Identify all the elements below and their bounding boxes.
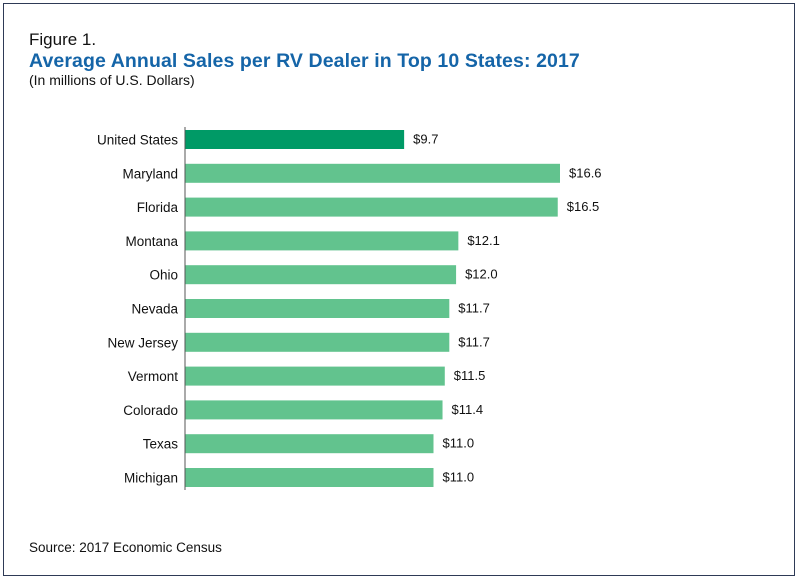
bar-maryland	[185, 163, 560, 183]
category-label-montana: Montana	[125, 234, 178, 249]
bar-nevada	[185, 299, 450, 318]
category-label-colorado: Colorado	[123, 403, 178, 418]
value-label-texas: $11.0	[442, 436, 474, 451]
value-label-colorado: $11.4	[452, 402, 484, 417]
value-label-florida: $16.5	[567, 199, 600, 214]
bar-florida	[185, 197, 558, 217]
bar-united-states	[185, 130, 405, 149]
bars	[185, 130, 560, 487]
category-label-ohio: Ohio	[149, 268, 178, 283]
value-label-montana: $12.1	[467, 233, 500, 248]
category-label-florida: Florida	[137, 200, 179, 215]
value-label-maryland: $16.6	[569, 165, 602, 180]
bar-new-jersey	[185, 332, 450, 352]
value-labels: $9.7 $16.6 $16.5 $12.1 $12.0 $11.7 $11.7 $11.5 $…	[413, 132, 601, 485]
value-label-ohio: $12.0	[465, 267, 498, 282]
category-label-nevada: Nevada	[131, 302, 178, 317]
chart-title: Average Annual Sales per RV Dealer in To…	[29, 50, 580, 72]
value-label-united-states: $9.7	[413, 132, 438, 147]
chart-subtitle: (In millions of U.S. Dollars)	[29, 72, 195, 88]
value-label-nevada: $11.7	[458, 301, 490, 316]
category-label-michigan: Michigan	[124, 471, 178, 486]
bar-ohio	[185, 265, 457, 285]
bar-michigan	[185, 468, 434, 487]
category-labels: United States Maryland Florida Montana Ohio N…	[97, 133, 179, 486]
value-label-vermont: $11.5	[454, 368, 486, 383]
category-label-new-jersey: New Jersey	[107, 335, 178, 350]
value-label-michigan: $11.0	[442, 470, 474, 485]
bar-colorado	[185, 400, 443, 420]
category-label-texas: Texas	[143, 437, 179, 452]
bar-texas	[185, 434, 434, 454]
category-label-maryland: Maryland	[122, 166, 178, 181]
category-label-united-states: United States	[97, 133, 178, 148]
value-label-new-jersey: $11.7	[458, 334, 490, 349]
source-note: Source: 2017 Economic Census	[29, 540, 222, 555]
bar-vermont	[185, 366, 445, 386]
category-label-vermont: Vermont	[128, 369, 179, 384]
figure-label: Figure 1.	[29, 30, 97, 49]
bar-montana	[185, 231, 459, 251]
